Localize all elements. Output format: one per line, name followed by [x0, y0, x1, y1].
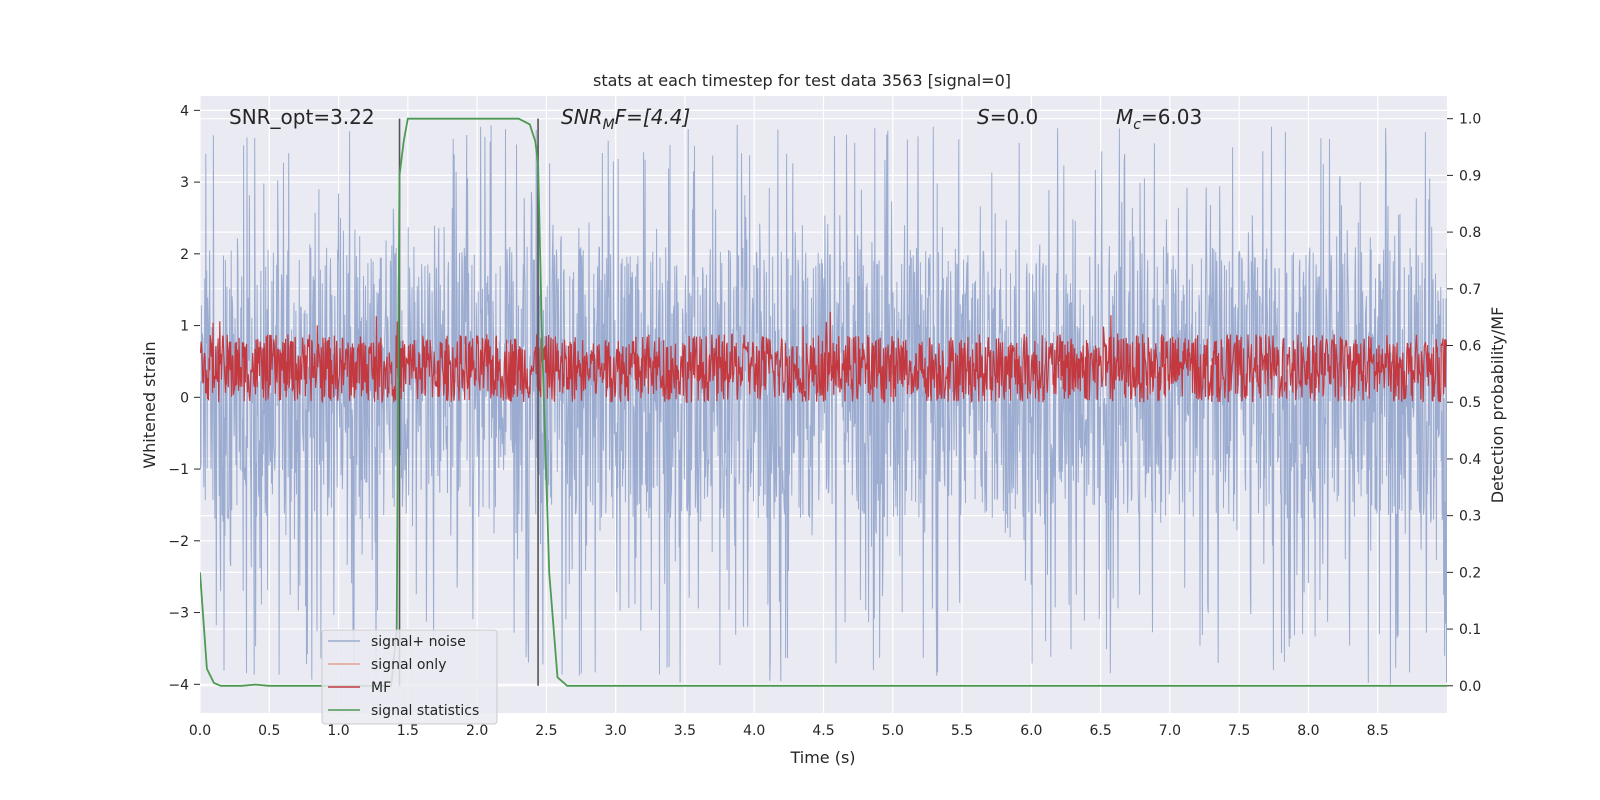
y2-axis-label: Detection probability/MF: [1488, 307, 1507, 504]
y-tick-label: −2: [168, 534, 189, 550]
y-tick-label: 0: [180, 390, 189, 406]
y-tick-label: 4: [180, 103, 189, 119]
x-tick-label: 6.5: [1089, 723, 1111, 739]
x-tick-label: 2.5: [535, 723, 557, 739]
x-tick-label: 6.0: [1020, 723, 1042, 739]
annotation-mc: Mc=6.03: [1116, 105, 1202, 133]
annotation-s-italic: S: [977, 105, 990, 129]
legend-label-signal-noise: signal+ noise: [371, 634, 466, 650]
x-tick-label: 1.5: [397, 723, 419, 739]
y-axis-label: Whitened strain: [140, 341, 159, 468]
x-tick-label: 2.0: [466, 723, 488, 739]
y-tick-label: −1: [168, 462, 189, 478]
y2-tick-label: 0.0: [1459, 679, 1481, 695]
plot-clip: [200, 117, 1447, 687]
y2-tick-label: 0.4: [1459, 452, 1481, 468]
x-tick-label: 4.0: [743, 723, 765, 739]
y2-tick-label: 0.8: [1459, 225, 1481, 241]
mf-line: [200, 311, 1447, 404]
annotation-snr-mf-rest: F=[4.4]: [615, 105, 691, 129]
x-tick-label: 7.5: [1228, 723, 1250, 739]
x-tick-label: 8.0: [1297, 723, 1319, 739]
series-signal-noise: [200, 124, 1447, 685]
x-tick-label: 3.0: [605, 723, 627, 739]
x-tick-label: 0.0: [189, 723, 211, 739]
y-tick-label: 3: [180, 175, 189, 191]
y-tick-label: −4: [168, 677, 189, 693]
annotation-s-rest: =0.0: [990, 105, 1039, 129]
annotation-mc-italic: M: [1116, 105, 1133, 129]
y2-tick-label: 0.6: [1459, 339, 1481, 355]
x-tick-label: 7.0: [1159, 723, 1181, 739]
signal-statistics-line: [200, 117, 1447, 687]
x-tick-label: 5.5: [951, 723, 973, 739]
y2-tick-label: 0.1: [1459, 622, 1481, 638]
legend-box: [321, 629, 498, 725]
x-tick-label: 8.5: [1367, 723, 1389, 739]
x-tick-label: 0.5: [258, 723, 280, 739]
x-tick-label: 1.0: [327, 723, 349, 739]
annotation-snr-opt: SNR_opt=3.22: [229, 105, 375, 129]
y2-axis-ticks: 1.0 0.9 0.8 0.7 0.6 0.5 0.4 0.3 0.2 0.1 0.0: [1447, 112, 1481, 695]
y-tick-label: 2: [180, 247, 189, 263]
series-mf: [200, 311, 1447, 404]
signal-noise-line: [200, 124, 1447, 685]
annotation-s: S=0.0: [977, 105, 1038, 129]
y2-tick-label: 0.7: [1459, 282, 1481, 298]
annotation-snr-mf-sub: M: [603, 117, 615, 133]
y-axis-ticks: 4 3 2 1 0 −1 −2 −3 −4: [168, 103, 200, 693]
series-signal-statistics: [200, 117, 1447, 687]
legend-label-signal-only: signal only: [371, 657, 446, 673]
y2-tick-label: 1.0: [1459, 112, 1481, 128]
annotation-mc-sub: c: [1133, 117, 1141, 133]
y-tick-label: −3: [168, 606, 189, 622]
x-tick-label: 5.0: [882, 723, 904, 739]
y-tick-label: 1: [180, 319, 189, 335]
annotation-snr-mf-main: SNR: [561, 105, 603, 129]
x-axis-ticks: 0.0 0.5 1.0 1.5 2.0 2.5 3.0 3.5 4.0 4.5 5.0 5.5 6.0 6…: [189, 723, 1389, 739]
legend-label-signal-statistics: signal statistics: [371, 703, 479, 719]
legend-label-mf: MF: [371, 680, 391, 696]
x-tick-label: 4.5: [812, 723, 834, 739]
legend: signal+ noise signal only MF signal stat…: [321, 629, 498, 725]
y2-tick-label: 0.9: [1459, 168, 1481, 184]
x-axis-label: Time (s): [789, 748, 855, 767]
x-tick-label: 3.5: [674, 723, 696, 739]
annotation-snr-mf: SNRMF=[4.4]: [561, 105, 690, 133]
y2-tick-label: 0.2: [1459, 565, 1481, 581]
annotation-mc-rest: =6.03: [1141, 105, 1202, 129]
y2-tick-label: 0.5: [1459, 395, 1481, 411]
chart-title: stats at each timestep for test data 356…: [593, 71, 1011, 90]
y2-tick-label: 0.3: [1459, 509, 1481, 525]
